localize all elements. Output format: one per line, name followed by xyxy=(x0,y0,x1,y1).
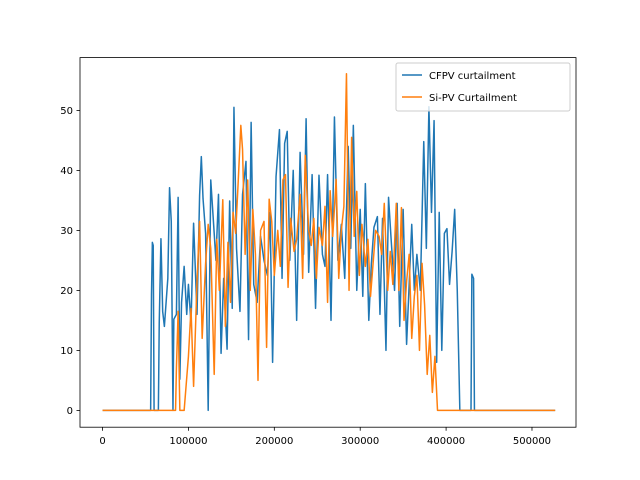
x-axis: 0 100000 200000 300000 400000 500000 xyxy=(99,427,551,447)
plot-lines xyxy=(102,73,556,412)
y-tick-label: 30 xyxy=(60,226,73,237)
legend: CFPV curtailment Si-PV Curtailment xyxy=(395,62,571,112)
y-tick-label: 10 xyxy=(60,346,73,357)
x-tick-label: 400000 xyxy=(427,436,465,447)
y-tick-label: 50 xyxy=(60,106,73,117)
legend-label-cfpv: CFPV curtailment xyxy=(429,71,516,82)
y-axis: 0 10 20 30 40 50 xyxy=(60,106,80,417)
series-line-sipv xyxy=(102,73,556,412)
y-tick-label: 20 xyxy=(60,286,73,297)
x-tick-label: 200000 xyxy=(255,436,293,447)
x-tick-label: 300000 xyxy=(341,436,379,447)
y-tick-label: 0 xyxy=(67,406,73,417)
legend-box xyxy=(395,62,571,112)
axes-frame xyxy=(79,57,577,428)
x-tick-label: 0 xyxy=(99,436,105,447)
y-tick-label: 40 xyxy=(60,166,73,177)
x-tick-label: 100000 xyxy=(169,436,207,447)
x-tick-label: 500000 xyxy=(513,436,551,447)
legend-label-sipv: Si-PV Curtailment xyxy=(429,93,517,104)
